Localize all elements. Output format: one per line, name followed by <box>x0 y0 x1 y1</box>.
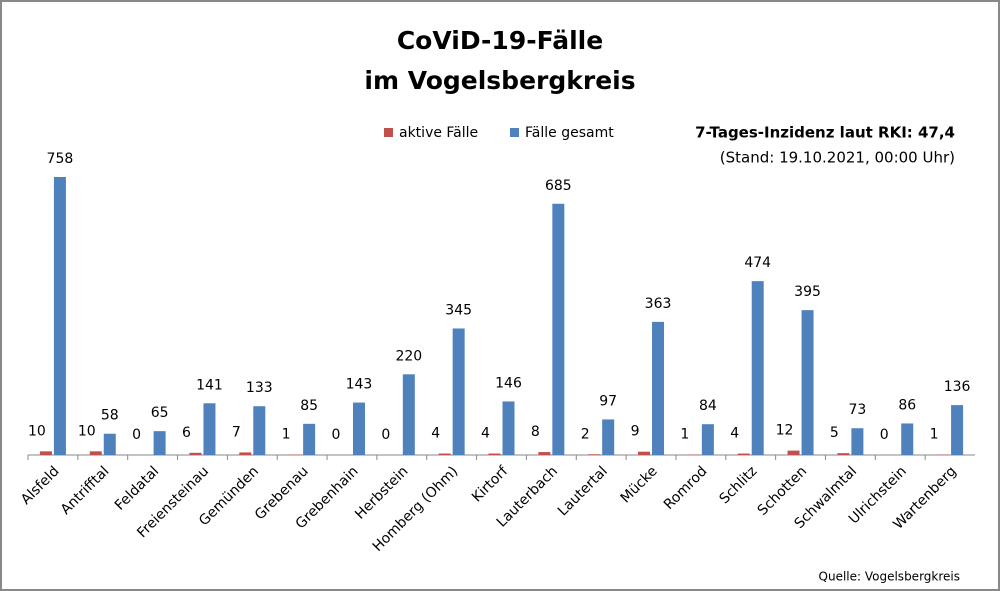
data-label: 758 <box>47 151 74 167</box>
bar <box>89 451 102 455</box>
data-label: 65 <box>151 405 169 421</box>
data-label: 143 <box>346 377 373 393</box>
chart-title: CoViD-19-Fälle <box>397 26 603 55</box>
bar <box>153 431 166 455</box>
bar <box>203 403 216 455</box>
data-label: 133 <box>246 380 273 396</box>
data-label: 0 <box>880 427 889 443</box>
source: Quelle: Vogelsbergkreis <box>819 570 960 584</box>
annotation: (Stand: 19.10.2021, 00:00 Uhr) <box>720 149 955 167</box>
data-label: 395 <box>794 284 821 300</box>
bar <box>552 203 565 455</box>
bar <box>402 374 415 455</box>
bar <box>737 453 750 455</box>
annotation: 7-Tages-Inzidenz laut RKI: 47,4 <box>695 124 955 142</box>
bar <box>652 321 665 455</box>
data-label: 58 <box>101 408 119 424</box>
data-label: 10 <box>28 423 46 439</box>
legend-swatch <box>510 128 519 137</box>
data-label: 146 <box>495 375 522 391</box>
data-label: 1 <box>282 427 291 443</box>
data-label: 2 <box>581 426 590 442</box>
data-label: 8 <box>531 424 540 440</box>
data-label: 4 <box>431 426 440 442</box>
data-label: 0 <box>332 427 341 443</box>
data-label: 7 <box>232 424 241 440</box>
bar <box>837 453 850 455</box>
bar <box>602 419 615 455</box>
data-label: 345 <box>445 302 472 318</box>
bar <box>787 450 800 455</box>
bar <box>751 281 764 455</box>
bar <box>701 424 714 455</box>
data-label: 0 <box>381 427 390 443</box>
legend-label: aktive Fälle <box>399 125 478 141</box>
data-label: 6 <box>182 425 191 441</box>
legend-swatch <box>384 128 393 137</box>
data-label: 4 <box>730 426 739 442</box>
data-label: 9 <box>631 424 640 440</box>
bar <box>253 406 266 455</box>
bar <box>352 402 365 455</box>
bar <box>851 428 864 455</box>
bar <box>103 433 116 455</box>
data-label: 1 <box>680 427 689 443</box>
data-label: 97 <box>599 393 617 409</box>
data-label: 136 <box>944 379 971 395</box>
data-label: 10 <box>78 423 96 439</box>
data-label: 4 <box>481 426 490 442</box>
data-label: 86 <box>898 397 916 413</box>
data-label: 220 <box>395 348 422 364</box>
data-label: 5 <box>830 425 839 441</box>
legend-label: Fälle gesamt <box>525 125 614 141</box>
bar <box>39 451 52 455</box>
data-label: 0 <box>132 427 141 443</box>
bar <box>951 405 964 455</box>
data-label: 12 <box>776 423 794 439</box>
data-label: 685 <box>545 178 572 194</box>
data-label: 474 <box>744 255 771 271</box>
bar <box>488 453 501 455</box>
bar <box>588 454 601 455</box>
data-label: 141 <box>196 377 223 393</box>
bar <box>53 177 66 455</box>
bar <box>538 452 551 455</box>
bar <box>801 310 814 455</box>
data-label: 84 <box>699 398 717 414</box>
bar <box>452 328 465 455</box>
bar <box>901 423 914 455</box>
bar <box>239 452 252 455</box>
data-label: 1 <box>930 427 939 443</box>
bar <box>189 452 202 455</box>
chart-title: im Vogelsbergkreis <box>364 66 635 95</box>
data-label: 85 <box>300 398 318 414</box>
bar <box>303 423 316 455</box>
data-label: 73 <box>848 402 866 418</box>
bar <box>438 453 451 455</box>
data-label: 363 <box>645 296 672 312</box>
bar <box>638 451 651 455</box>
bar <box>502 401 515 455</box>
